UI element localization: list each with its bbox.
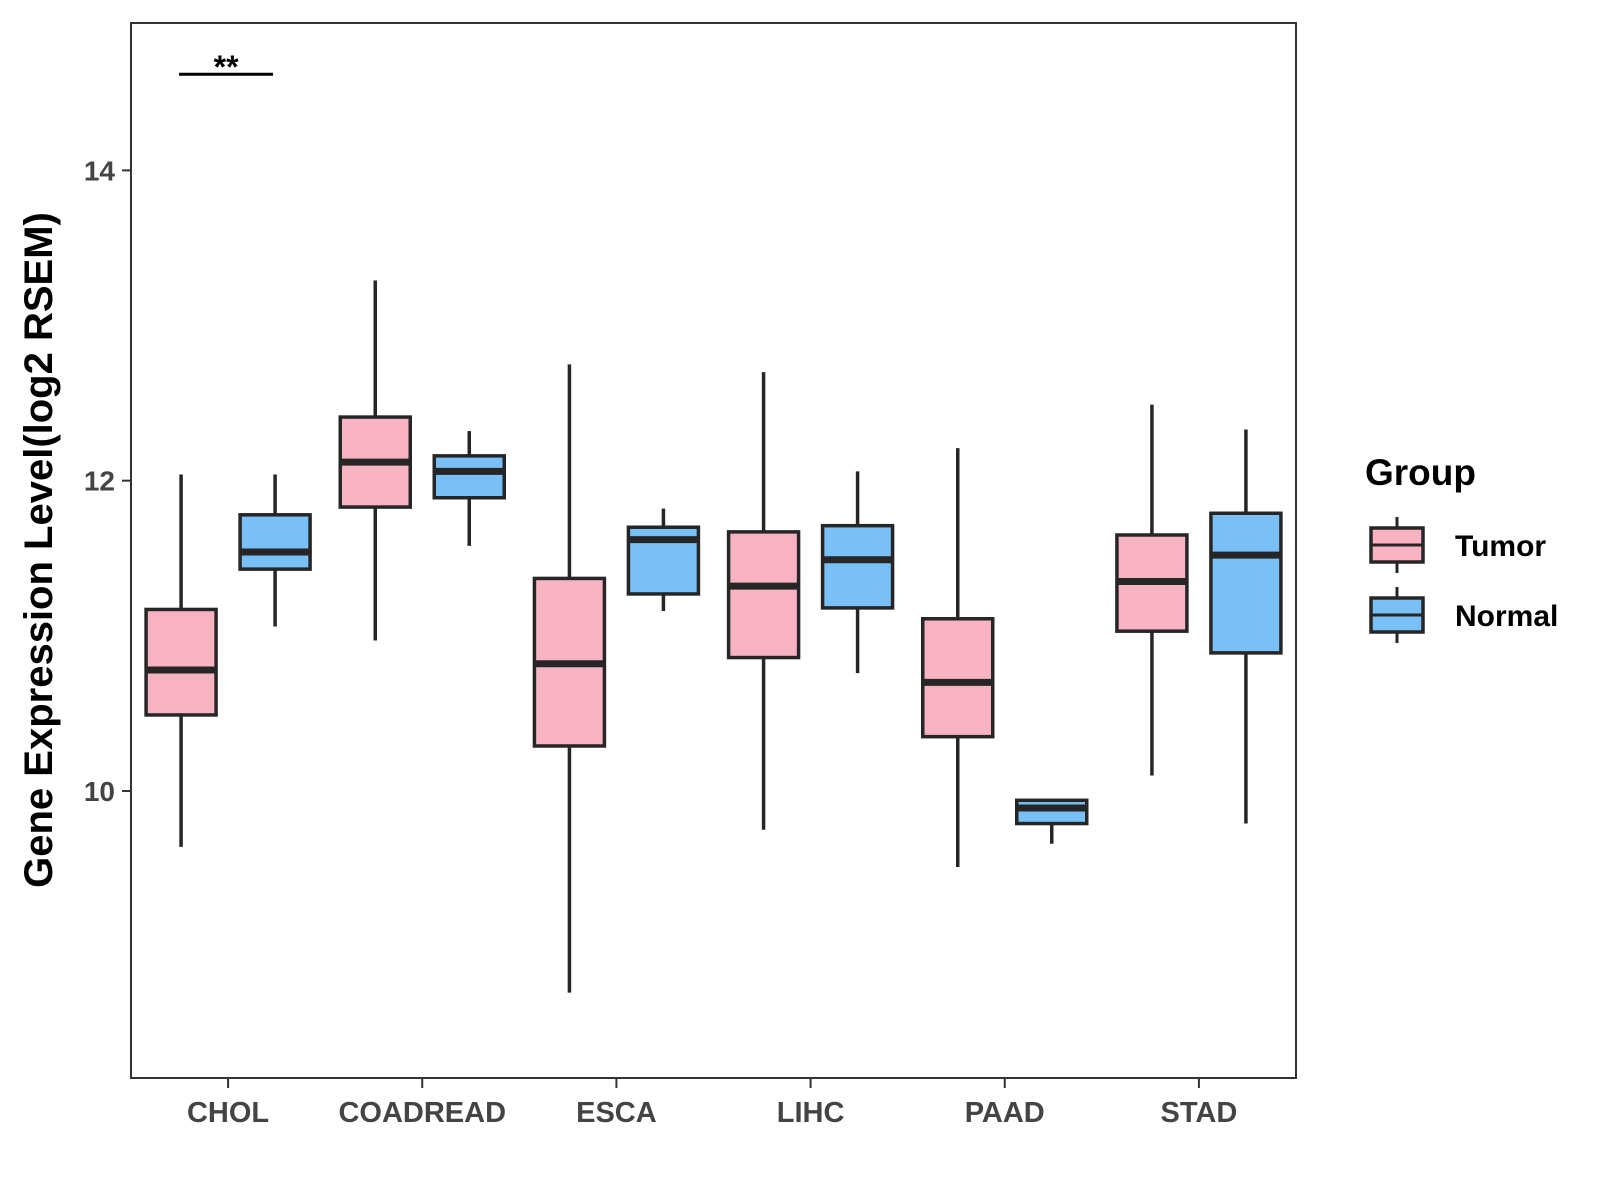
box-tumor-lihc [726,372,801,830]
x-tick-label-paad: PAAD [965,1097,1045,1129]
box-normal-coadread [432,431,506,546]
box-iqr [921,617,995,739]
box-iqr [1209,511,1283,655]
box-normal-esca [626,508,701,612]
legend-title: Group [1365,452,1476,493]
y-axis: 10 12 14 [84,155,131,807]
legend-label-tumor: Tumor [1455,530,1546,563]
box-tumor-chol [144,474,218,847]
x-axis: CHOL COADREAD ESCA LIHC PAAD STAD [187,1078,1237,1129]
box-iqr [144,607,218,717]
box-iqr [726,530,801,660]
y-tick-label: 10 [84,776,115,807]
y-tick-label: 12 [84,466,115,497]
box-tumor-paad [921,448,995,867]
y-axis-title: Gene Expression Level(log2 RSEM) [17,212,61,888]
box-iqr [432,454,506,500]
legend-key-normal [1369,587,1425,643]
box-normal-lihc [820,471,895,674]
plot-panel [130,22,1297,1079]
x-tick-label-esca: ESCA [576,1097,657,1129]
boxes-layer [144,280,1283,993]
box-tumor-esca [532,364,607,993]
significance-annotations: ** [179,49,274,85]
x-tick-label-chol: CHOL [187,1097,269,1129]
significance-label: ** [214,49,239,85]
box-tumor-coadread [338,280,412,641]
legend-label-normal: Normal [1455,600,1558,633]
box-normal-stad [1209,429,1283,824]
legend: Group Tumor Normal [1365,452,1558,643]
legend-key-tumor [1369,517,1425,573]
box-tumor-stad [1115,404,1189,776]
box-normal-paad [1015,798,1089,844]
x-tick-label-lihc: LIHC [777,1097,845,1129]
box-normal-chol [238,474,312,627]
y-tick-label: 14 [84,155,116,186]
x-tick-label-stad: STAD [1161,1097,1238,1129]
x-tick-label-coadread: COADREAD [338,1097,506,1129]
box-iqr [820,523,895,610]
box-iqr [238,513,312,571]
box-iqr [1015,798,1089,826]
